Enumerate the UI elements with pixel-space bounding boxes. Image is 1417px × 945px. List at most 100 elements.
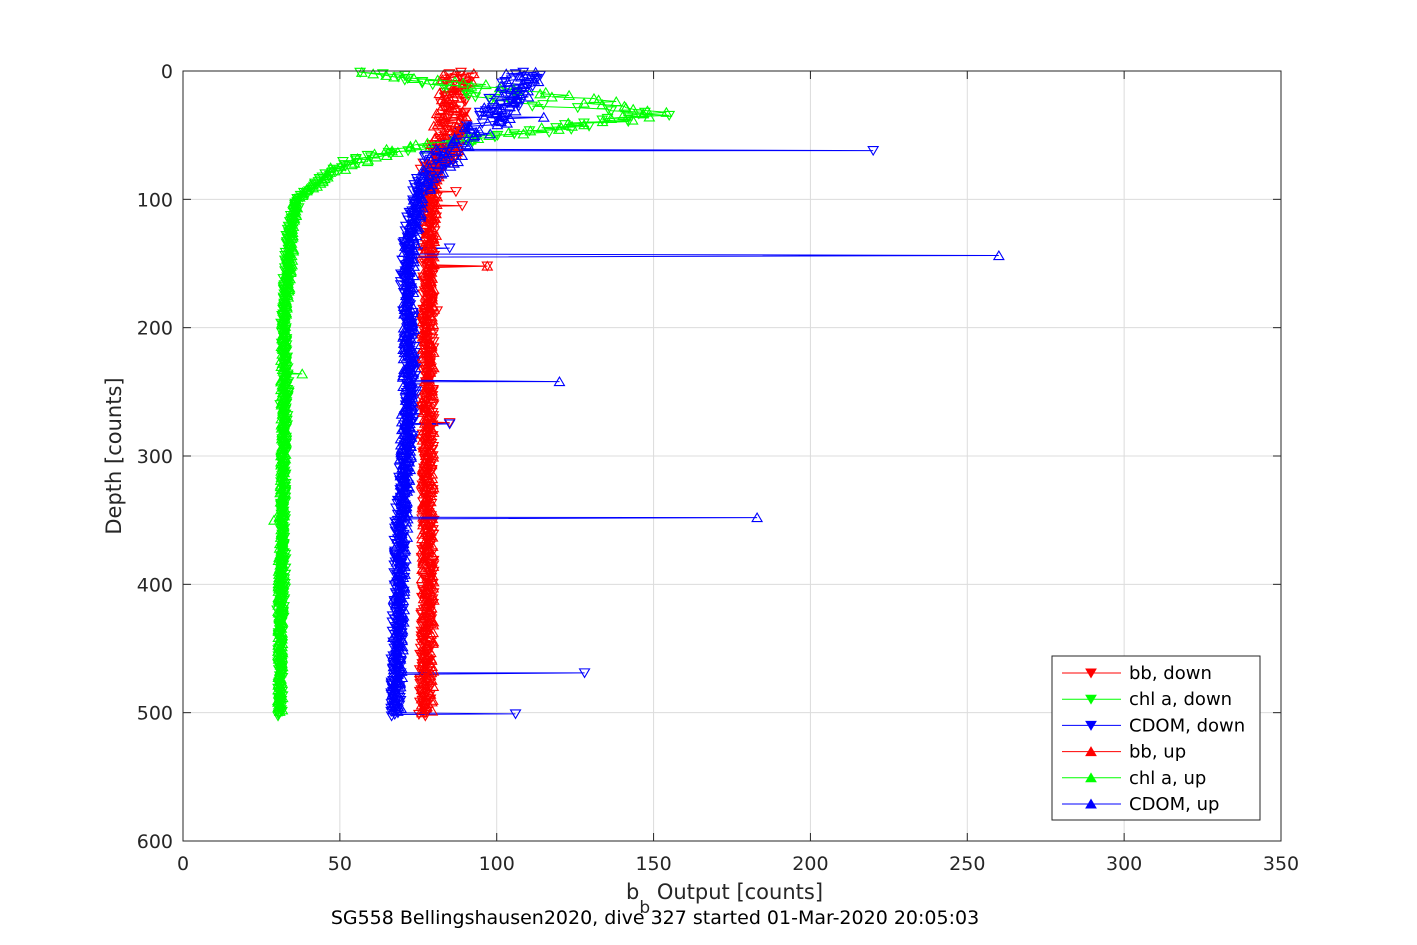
data-point <box>467 67 480 79</box>
data-point <box>370 151 383 162</box>
data-point <box>391 527 404 538</box>
data-point <box>426 590 439 601</box>
data-point <box>417 516 430 527</box>
data-point <box>361 150 374 162</box>
data-point <box>398 75 411 86</box>
data-point <box>393 579 406 590</box>
data-point <box>339 163 352 174</box>
legend-box <box>1051 655 1261 821</box>
data-point <box>464 123 477 134</box>
data-point <box>438 146 451 157</box>
data-point <box>422 265 435 276</box>
data-point <box>462 140 475 151</box>
data-point <box>389 573 402 584</box>
data-point <box>316 176 329 187</box>
legend-label: CDOM, down <box>1129 715 1245 736</box>
data-point <box>376 69 389 80</box>
data-point <box>427 451 440 462</box>
data-point <box>438 129 451 140</box>
data-point <box>403 294 416 305</box>
data-point <box>427 214 440 225</box>
data-point <box>401 73 414 85</box>
data-point <box>427 300 440 311</box>
data-point <box>626 114 639 125</box>
data-point <box>503 100 516 111</box>
data-point <box>391 146 404 157</box>
data-point <box>397 471 410 482</box>
data-point <box>430 108 443 119</box>
data-point <box>571 103 584 114</box>
data-point <box>423 583 436 595</box>
data-point <box>397 594 410 606</box>
data-point <box>404 374 417 385</box>
data-point <box>388 71 401 82</box>
data-point <box>418 302 431 313</box>
data-point <box>537 111 550 122</box>
y-tick-label: 300 <box>137 446 173 468</box>
data-point <box>419 643 431 655</box>
data-point <box>416 196 429 207</box>
data-point <box>276 442 289 453</box>
data-point <box>276 430 288 441</box>
data-point <box>592 94 605 105</box>
x-axis-title: bb Output [counts] <box>626 880 823 918</box>
legend-marker <box>1085 720 1097 731</box>
x-tick-label: 100 <box>479 853 515 875</box>
data-point <box>424 183 436 194</box>
data-point <box>392 658 405 669</box>
data-point <box>449 187 462 198</box>
data-point <box>278 368 291 379</box>
y-tick-label: 0 <box>161 61 173 83</box>
data-point <box>273 702 286 713</box>
data-point <box>553 375 566 387</box>
data-point <box>427 560 440 571</box>
data-point <box>385 711 398 722</box>
data-point <box>380 143 393 154</box>
data-point <box>539 86 552 97</box>
data-point <box>401 296 413 307</box>
data-point <box>421 546 434 558</box>
data-point <box>483 93 496 105</box>
data-point <box>421 597 434 608</box>
data-point <box>276 704 289 715</box>
data-point <box>390 596 403 607</box>
data-point <box>426 195 439 206</box>
data-point <box>537 100 550 111</box>
data-point <box>408 180 421 191</box>
data-point <box>395 442 408 453</box>
data-point <box>418 158 431 169</box>
x-tick-label: 200 <box>792 853 828 875</box>
series-cdom-up <box>386 66 1005 716</box>
data-point <box>437 166 450 177</box>
data-point <box>509 709 522 720</box>
data-point <box>419 474 432 485</box>
data-point <box>532 75 545 87</box>
data-point <box>394 681 407 692</box>
data-point <box>446 98 459 109</box>
data-point <box>660 106 673 117</box>
legend-marker <box>1085 668 1097 679</box>
data-point <box>423 226 436 237</box>
data-point <box>502 126 515 137</box>
data-point <box>407 302 420 313</box>
data-point <box>406 314 419 325</box>
data-point <box>605 112 618 124</box>
data-point <box>427 665 440 676</box>
data-point <box>419 599 432 610</box>
data-point <box>276 627 289 638</box>
data-point <box>476 118 489 129</box>
data-point <box>273 705 286 716</box>
data-point <box>404 140 417 151</box>
data-point <box>435 152 448 164</box>
data-point <box>394 479 407 490</box>
data-point <box>409 139 422 150</box>
data-point <box>415 573 428 584</box>
data-point <box>416 659 429 670</box>
data-point <box>534 88 547 99</box>
data-point <box>443 419 456 430</box>
data-point <box>276 314 289 325</box>
legend-marker <box>1085 798 1097 809</box>
data-point <box>522 85 535 96</box>
data-point <box>380 149 393 160</box>
